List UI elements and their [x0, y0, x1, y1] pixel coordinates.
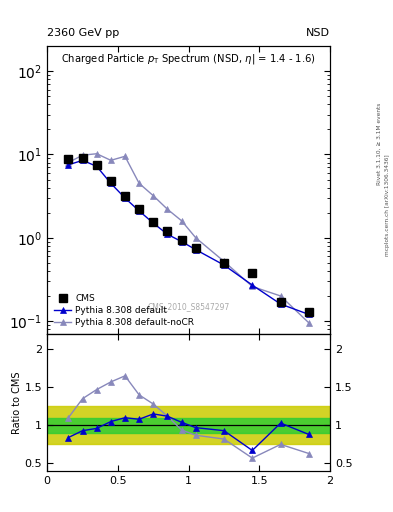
CMS — [193, 245, 198, 251]
CMS — [66, 156, 71, 162]
Text: Rivet 3.1.10, ≥ 3.1M events: Rivet 3.1.10, ≥ 3.1M events — [377, 102, 382, 184]
Line: Pythia 8.308 default: Pythia 8.308 default — [66, 158, 312, 317]
Text: Charged Particle $\mathit{p}_\mathregular{T}$ Spectrum (NSD, $\eta$| = 1.4 - 1.6: Charged Particle $\mathit{p}_\mathregula… — [61, 52, 316, 66]
CMS — [179, 237, 184, 243]
Pythia 8.308 default-noCR — [193, 234, 198, 241]
Pythia 8.308 default — [94, 163, 99, 169]
CMS — [94, 162, 99, 168]
Pythia 8.308 default-noCR — [80, 152, 85, 158]
CMS — [151, 219, 156, 225]
Pythia 8.308 default — [108, 180, 113, 186]
Pythia 8.308 default — [137, 208, 141, 214]
Text: 2360 GeV pp: 2360 GeV pp — [47, 28, 119, 38]
Pythia 8.308 default — [278, 301, 283, 307]
Line: CMS: CMS — [64, 155, 313, 315]
CMS — [307, 309, 311, 315]
Y-axis label: Ratio to CMS: Ratio to CMS — [12, 371, 22, 434]
Pythia 8.308 default-noCR — [179, 218, 184, 224]
CMS — [123, 193, 127, 199]
Pythia 8.308 default — [165, 231, 170, 238]
Pythia 8.308 default-noCR — [137, 180, 141, 186]
CMS — [80, 155, 85, 161]
CMS — [108, 178, 113, 184]
CMS — [250, 270, 255, 276]
Pythia 8.308 default-noCR — [108, 157, 113, 163]
Pythia 8.308 default — [123, 195, 127, 201]
Pythia 8.308 default-noCR — [278, 293, 283, 299]
CMS — [165, 228, 170, 234]
CMS — [222, 260, 226, 266]
Pythia 8.308 default-noCR — [66, 159, 71, 165]
Text: mcplots.cern.ch [arXiv:1306.3436]: mcplots.cern.ch [arXiv:1306.3436] — [385, 154, 389, 255]
Pythia 8.308 default-noCR — [222, 259, 226, 265]
Pythia 8.308 default — [151, 220, 156, 226]
Pythia 8.308 default-noCR — [123, 153, 127, 159]
Pythia 8.308 default — [179, 239, 184, 245]
Pythia 8.308 default — [66, 162, 71, 168]
Pythia 8.308 default — [222, 262, 226, 268]
Bar — [47, 418, 330, 433]
CMS — [137, 206, 141, 212]
Pythia 8.308 default-noCR — [94, 151, 99, 157]
Text: CMS_2010_S8547297: CMS_2010_S8547297 — [147, 302, 230, 311]
Legend: CMS, Pythia 8.308 default, Pythia 8.308 default-noCR: CMS, Pythia 8.308 default, Pythia 8.308 … — [51, 292, 197, 329]
Pythia 8.308 default-noCR — [151, 193, 156, 199]
Pythia 8.308 default — [193, 247, 198, 253]
Pythia 8.308 default-noCR — [165, 206, 170, 212]
Pythia 8.308 default-noCR — [250, 284, 255, 290]
Text: NSD: NSD — [306, 28, 330, 38]
Line: Pythia 8.308 default-noCR: Pythia 8.308 default-noCR — [66, 151, 312, 326]
Pythia 8.308 default — [80, 157, 85, 163]
Pythia 8.308 default — [307, 311, 311, 317]
CMS — [278, 299, 283, 305]
Pythia 8.308 default — [250, 282, 255, 288]
Pythia 8.308 default-noCR — [307, 320, 311, 326]
Bar — [47, 407, 330, 444]
